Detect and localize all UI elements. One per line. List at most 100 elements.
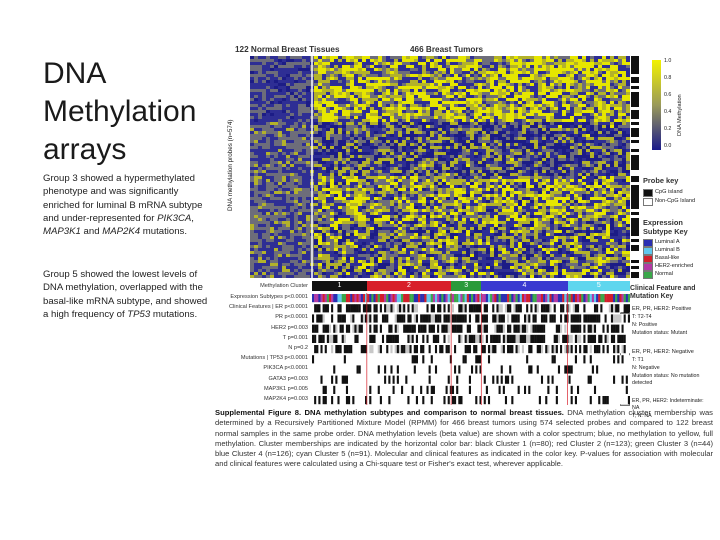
heatmap-cell [254, 179, 259, 183]
heatmap-cell [554, 158, 559, 162]
heatmap-cell [262, 62, 267, 66]
heatmap-cell [338, 173, 343, 177]
heatmap-cell [326, 206, 331, 210]
heatmap-cell [250, 137, 255, 141]
heatmap-cell [406, 158, 411, 162]
heatmap-cell [410, 83, 415, 87]
heatmap-cell [486, 200, 491, 204]
heatmap-cell [350, 161, 355, 165]
heatmap-cell [394, 101, 399, 105]
heatmap-cell [470, 206, 475, 210]
heatmap-cell [546, 59, 551, 63]
heatmap-cell [294, 155, 299, 159]
heatmap-cell [618, 200, 623, 204]
heatmap-cell [550, 191, 555, 195]
heatmap-cell [330, 113, 335, 117]
heatmap-cell [494, 101, 499, 105]
heatmap-cell [562, 65, 567, 69]
heatmap-cell [570, 113, 575, 117]
heatmap-cell [318, 149, 323, 153]
heatmap-cell [366, 170, 371, 174]
heatmap-cell [254, 158, 259, 162]
heatmap-cell [458, 80, 463, 84]
heatmap-cell [554, 179, 559, 183]
heatmap-cell [570, 179, 575, 183]
heatmap-cell [398, 209, 403, 213]
heatmap-cell [382, 155, 387, 159]
heatmap-cell [418, 173, 423, 177]
heatmap-cell [450, 131, 455, 135]
heatmap-cell [274, 152, 279, 156]
heatmap-cell [338, 80, 343, 84]
heatmap-cell [406, 206, 411, 210]
heatmap-cell [470, 104, 475, 108]
heatmap-cell [402, 152, 407, 156]
heatmap-cell [538, 140, 543, 144]
heatmap-cell [266, 209, 271, 213]
heatmap-cell [278, 110, 283, 114]
heatmap-cell [414, 167, 419, 171]
heatmap-cell [586, 143, 591, 147]
heatmap-cell [266, 92, 271, 96]
heatmap-cell [482, 197, 487, 201]
heatmap-cell [406, 131, 411, 135]
heatmap-cell [498, 74, 503, 78]
heatmap-cell [294, 116, 299, 120]
heatmap-cell [574, 80, 579, 84]
heatmap-cell [290, 191, 295, 195]
heatmap-cell [606, 131, 611, 135]
heatmap-cell [470, 92, 475, 96]
heatmap-cell [446, 98, 451, 102]
heatmap-cell [470, 161, 475, 165]
heatmap-cell [598, 83, 603, 87]
heatmap-cell [522, 89, 527, 93]
heatmap-cell [318, 188, 323, 192]
heatmap-cell [526, 65, 531, 69]
heatmap-cell [290, 194, 295, 198]
heatmap-cell [418, 101, 423, 105]
heatmap-cell [398, 134, 403, 138]
heatmap-cell [290, 71, 295, 75]
heatmap-cell [410, 65, 415, 69]
heatmap-cell [478, 86, 483, 90]
heatmap-cell [334, 119, 339, 123]
heatmap-cell [426, 203, 431, 207]
heatmap-cell [422, 191, 427, 195]
heatmap-cell [466, 86, 471, 90]
heatmap-cell [314, 122, 319, 126]
heatmap-cell [282, 125, 287, 129]
heatmap-cell [622, 182, 627, 186]
heatmap-cell [558, 116, 563, 120]
heatmap-cell [542, 167, 547, 171]
heatmap-cell [558, 155, 563, 159]
heatmap-cell [366, 80, 371, 84]
heatmap-cell [426, 101, 431, 105]
heatmap-cell [546, 155, 551, 159]
heatmap-cell [254, 83, 259, 87]
heatmap-cell [314, 80, 319, 84]
heatmap-cell [618, 122, 623, 126]
heatmap-cell [330, 95, 335, 99]
heatmap-cell [422, 164, 427, 168]
heatmap-cell [278, 149, 283, 153]
heatmap-cell [610, 74, 615, 78]
heatmap-cell [462, 125, 467, 129]
heatmap-cell [494, 113, 499, 117]
heatmap-cell [378, 191, 383, 195]
heatmap-cell [494, 95, 499, 99]
heatmap-cell [326, 116, 331, 120]
heatmap-cell [518, 173, 523, 177]
heatmap-cell [526, 140, 531, 144]
heatmap-cell [514, 101, 519, 105]
heatmap-cell [506, 170, 511, 174]
heatmap-cell [374, 170, 379, 174]
heatmap-cell [566, 59, 571, 63]
heatmap-cell [382, 209, 387, 213]
heatmap-cell [538, 152, 543, 156]
heatmap-cell [506, 56, 511, 60]
heatmap-cell [586, 83, 591, 87]
heatmap-cell [582, 62, 587, 66]
heatmap-cell [538, 131, 543, 135]
heatmap-cell [562, 185, 567, 189]
heatmap-cell [434, 146, 439, 150]
